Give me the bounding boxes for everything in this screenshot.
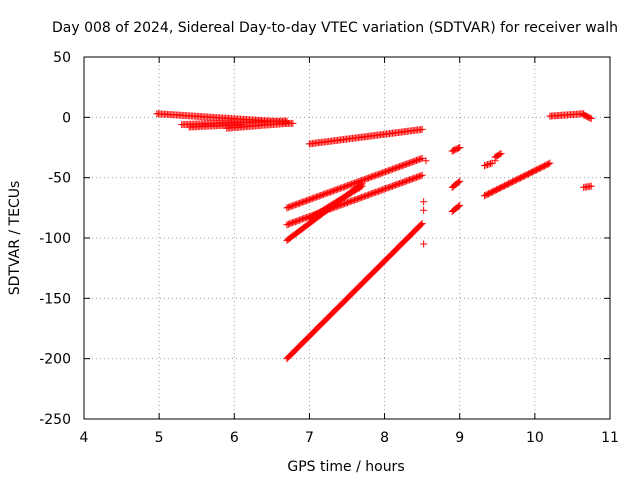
data-markers: [153, 110, 595, 363]
data-point: [545, 160, 553, 168]
tick-labels: 4 5 6 7 8 9 10 11 -250 -200 -150 -100 -50 0 50: [39, 50, 619, 446]
y-tick-label: 0: [62, 110, 71, 126]
x-tick-label: 10: [526, 430, 544, 446]
data-point: [456, 144, 464, 151]
data-point: [491, 157, 499, 165]
data-point: [358, 182, 366, 190]
chart-title: Day 008 of 2024, Sidereal Day-to-day VTE…: [52, 20, 618, 36]
x-tick-label: 7: [305, 430, 314, 446]
data-point: [418, 125, 426, 133]
data-point: [587, 182, 595, 190]
data-point: [417, 221, 425, 229]
data-point: [586, 114, 594, 122]
x-tick-label: 8: [380, 430, 389, 446]
data-point: [420, 206, 428, 214]
plot-frame: [83, 56, 611, 420]
data-point: [456, 177, 464, 185]
data-point: [456, 201, 464, 209]
x-tick-label: 4: [80, 430, 89, 446]
y-axis-label: SDTVAR / TECUs: [7, 181, 23, 296]
y-tick-label: -200: [39, 352, 71, 368]
x-axis-label: GPS time / hours: [287, 459, 404, 475]
y-tick-label: -50: [48, 171, 71, 187]
data-point: [357, 183, 365, 191]
data-point: [420, 240, 428, 248]
x-tick-label: 9: [455, 430, 464, 446]
x-tick-label: 6: [230, 430, 239, 446]
x-tick-label: 11: [601, 430, 619, 446]
y-tick-label: 50: [53, 50, 71, 66]
data-point: [587, 115, 595, 123]
data-point: [422, 157, 430, 165]
data-point: [417, 155, 425, 163]
data-point: [418, 154, 426, 162]
data-point: [418, 171, 426, 179]
data-point: [238, 121, 246, 129]
data-point: [546, 159, 554, 167]
x-tick-label: 5: [155, 430, 164, 446]
data-point: [420, 198, 428, 206]
data-point: [496, 150, 504, 158]
data-point: [417, 172, 425, 180]
data-point: [497, 150, 505, 158]
data-point: [418, 220, 426, 228]
y-tick-label: -150: [39, 291, 71, 307]
y-tick-label: -250: [39, 412, 71, 428]
data-point: [289, 119, 297, 127]
data-point: [454, 178, 462, 186]
data-point: [454, 202, 462, 210]
y-tick-label: -100: [39, 231, 71, 247]
data-point: [454, 144, 462, 152]
